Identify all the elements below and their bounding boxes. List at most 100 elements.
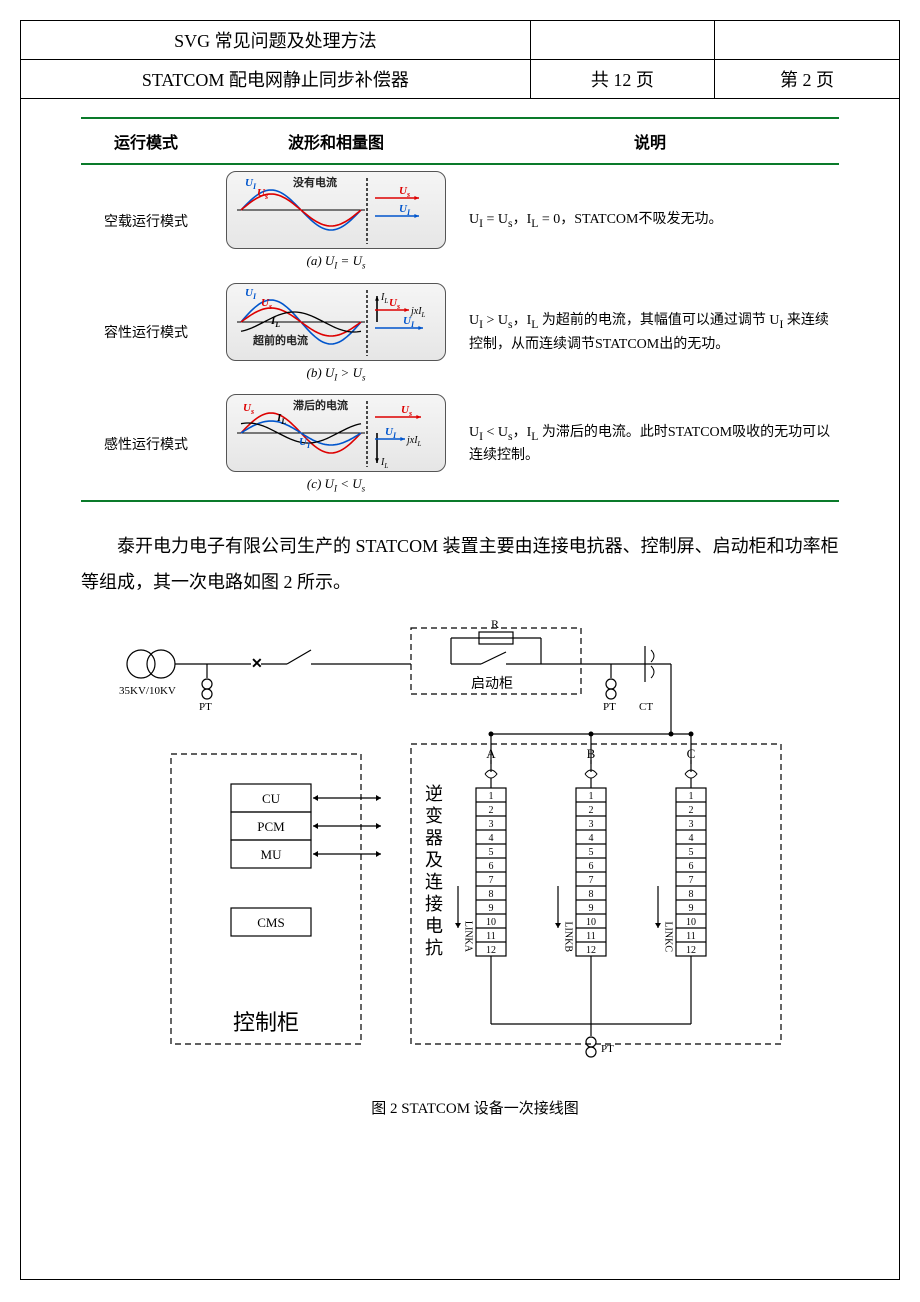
page-frame: SVG 常见问题及处理方法 STATCOM 配电网静止同步补偿器 共 12 页 … bbox=[20, 20, 900, 1280]
mode-figure: UsILUI滞后的电流ILUsUIjxIL (c) UI < Us bbox=[211, 388, 461, 501]
svg-text:6: 6 bbox=[489, 861, 494, 872]
svg-text:A: A bbox=[486, 746, 496, 761]
mode-name: 感性运行模式 bbox=[81, 388, 211, 501]
svg-text:35KV/10KV: 35KV/10KV bbox=[119, 685, 176, 697]
svg-text:8: 8 bbox=[489, 889, 494, 900]
svg-text:Us: Us bbox=[257, 187, 268, 201]
svg-text:滞后的电流: 滞后的电流 bbox=[293, 398, 348, 412]
panel-caption: (b) UI > Us bbox=[219, 365, 453, 383]
svg-text:控制柜: 控制柜 bbox=[233, 1010, 299, 1035]
svg-text:LINKC: LINKC bbox=[663, 921, 674, 952]
header-subtitle: STATCOM 配电网静止同步补偿器 bbox=[21, 60, 530, 99]
svg-text:PCM: PCM bbox=[257, 819, 285, 834]
svg-text:Us: Us bbox=[243, 402, 254, 416]
mode-figure: UIUs没有电流UsUI (a) UI = Us bbox=[211, 164, 461, 277]
svg-text:9: 9 bbox=[489, 903, 494, 914]
svg-text:12: 12 bbox=[486, 945, 496, 956]
svg-text:Us: Us bbox=[389, 297, 400, 311]
svg-text:jxIL: jxIL bbox=[409, 306, 426, 319]
svg-text:10: 10 bbox=[486, 917, 496, 928]
svg-text:超前的电流: 超前的电流 bbox=[252, 333, 308, 347]
svg-text:2: 2 bbox=[589, 805, 594, 816]
svg-text:UI: UI bbox=[403, 315, 415, 329]
header-blank2 bbox=[715, 21, 899, 60]
svg-text:1: 1 bbox=[489, 791, 494, 802]
svg-text:UI: UI bbox=[245, 287, 257, 301]
mode-name: 容性运行模式 bbox=[81, 277, 211, 389]
svg-text:3: 3 bbox=[589, 819, 594, 830]
svg-text:LINKA: LINKA bbox=[463, 921, 474, 953]
svg-text:4: 4 bbox=[689, 833, 694, 844]
svg-text:CT: CT bbox=[639, 701, 653, 713]
svg-text:6: 6 bbox=[689, 861, 694, 872]
svg-text:11: 11 bbox=[486, 931, 496, 942]
svg-text:MU: MU bbox=[261, 847, 283, 862]
header-table: SVG 常见问题及处理方法 STATCOM 配电网静止同步补偿器 共 12 页 … bbox=[21, 21, 899, 99]
panel-caption: (c) UI < Us bbox=[219, 476, 453, 494]
svg-text:1: 1 bbox=[589, 791, 594, 802]
modes-th-desc: 说明 bbox=[461, 118, 839, 164]
svg-text:jxIL: jxIL bbox=[405, 435, 422, 448]
waveform-panel: UsILUI滞后的电流ILUsUIjxIL bbox=[226, 394, 446, 472]
svg-text:7: 7 bbox=[589, 875, 594, 886]
svg-text:UI: UI bbox=[399, 203, 411, 217]
svg-text:3: 3 bbox=[689, 819, 694, 830]
mode-desc: UI = Us，IL = 0，STATCOM不吸发无功。 bbox=[461, 164, 839, 277]
svg-text:IL: IL bbox=[380, 457, 388, 470]
header-total-pages: 共 12 页 bbox=[530, 60, 714, 99]
svg-text:Us: Us bbox=[399, 185, 410, 199]
waveform-panel: UIUsIL超前的电流ILUsjxILUI bbox=[226, 283, 446, 361]
svg-text:5: 5 bbox=[589, 847, 594, 858]
svg-text:10: 10 bbox=[586, 917, 596, 928]
figure2: 35KV/10KV PT ✕ R 启动柜 PT CT CU PCM MU CMS 控制柜 逆变器及连接电… bbox=[111, 614, 839, 1118]
svg-text:没有电流: 没有电流 bbox=[293, 175, 337, 189]
svg-text:6: 6 bbox=[589, 861, 594, 872]
svg-text:12: 12 bbox=[586, 945, 596, 956]
svg-text:✕: ✕ bbox=[251, 657, 263, 672]
svg-text:CU: CU bbox=[262, 791, 281, 806]
svg-text:Us: Us bbox=[261, 297, 272, 311]
panel-caption: (a) UI = Us bbox=[219, 253, 453, 271]
svg-text:5: 5 bbox=[689, 847, 694, 858]
svg-text:9: 9 bbox=[589, 903, 594, 914]
svg-text:9: 9 bbox=[689, 903, 694, 914]
svg-text:11: 11 bbox=[686, 931, 696, 942]
svg-text:CMS: CMS bbox=[257, 915, 284, 930]
svg-text:PT: PT bbox=[603, 701, 616, 713]
svg-text:IL: IL bbox=[270, 315, 280, 329]
svg-text:PT: PT bbox=[199, 701, 212, 713]
svg-text:UI: UI bbox=[385, 426, 397, 440]
svg-text:Us: Us bbox=[401, 404, 412, 418]
svg-text:UI: UI bbox=[245, 177, 257, 191]
svg-text:4: 4 bbox=[589, 833, 594, 844]
svg-text:2: 2 bbox=[689, 805, 694, 816]
svg-text:C: C bbox=[687, 746, 696, 761]
svg-text:11: 11 bbox=[586, 931, 596, 942]
figure2-svg: 35KV/10KV PT ✕ R 启动柜 PT CT CU PCM MU CMS 控制柜 逆变器及连接电… bbox=[111, 614, 811, 1074]
header-blank1 bbox=[530, 21, 714, 60]
modes-table: 运行模式 波形和相量图 说明 空载运行模式UIUs没有电流UsUI (a) UI… bbox=[81, 117, 839, 502]
header-title: SVG 常见问题及处理方法 bbox=[21, 21, 530, 60]
mode-desc: UI < Us，IL 为滞后的电流。此时STATCOM吸收的无功可以连续控制。 bbox=[461, 388, 839, 501]
svg-text:1: 1 bbox=[689, 791, 694, 802]
svg-text:7: 7 bbox=[689, 875, 694, 886]
svg-text:PT: PT bbox=[601, 1043, 614, 1055]
svg-text:10: 10 bbox=[686, 917, 696, 928]
svg-text:2: 2 bbox=[489, 805, 494, 816]
modes-th-mode: 运行模式 bbox=[81, 118, 211, 164]
svg-text:启动柜: 启动柜 bbox=[471, 676, 513, 692]
svg-text:12: 12 bbox=[686, 945, 696, 956]
body-paragraph: 泰开电力电子有限公司生产的 STATCOM 装置主要由连接电抗器、控制屏、启动柜… bbox=[81, 528, 839, 600]
svg-text:R: R bbox=[491, 617, 499, 631]
svg-text:5: 5 bbox=[489, 847, 494, 858]
waveform-panel: UIUs没有电流UsUI bbox=[226, 171, 446, 249]
modes-th-fig: 波形和相量图 bbox=[211, 118, 461, 164]
svg-text:IL: IL bbox=[276, 412, 286, 426]
svg-text:7: 7 bbox=[489, 875, 494, 886]
svg-text:逆变器及连接电抗: 逆变器及连接电抗 bbox=[423, 784, 443, 960]
header-page-num: 第 2 页 bbox=[715, 60, 899, 99]
svg-text:8: 8 bbox=[689, 889, 694, 900]
svg-text:IL: IL bbox=[380, 292, 388, 305]
figure2-caption: 图 2 STATCOM 设备一次接线图 bbox=[111, 1097, 839, 1118]
svg-text:8: 8 bbox=[589, 889, 594, 900]
